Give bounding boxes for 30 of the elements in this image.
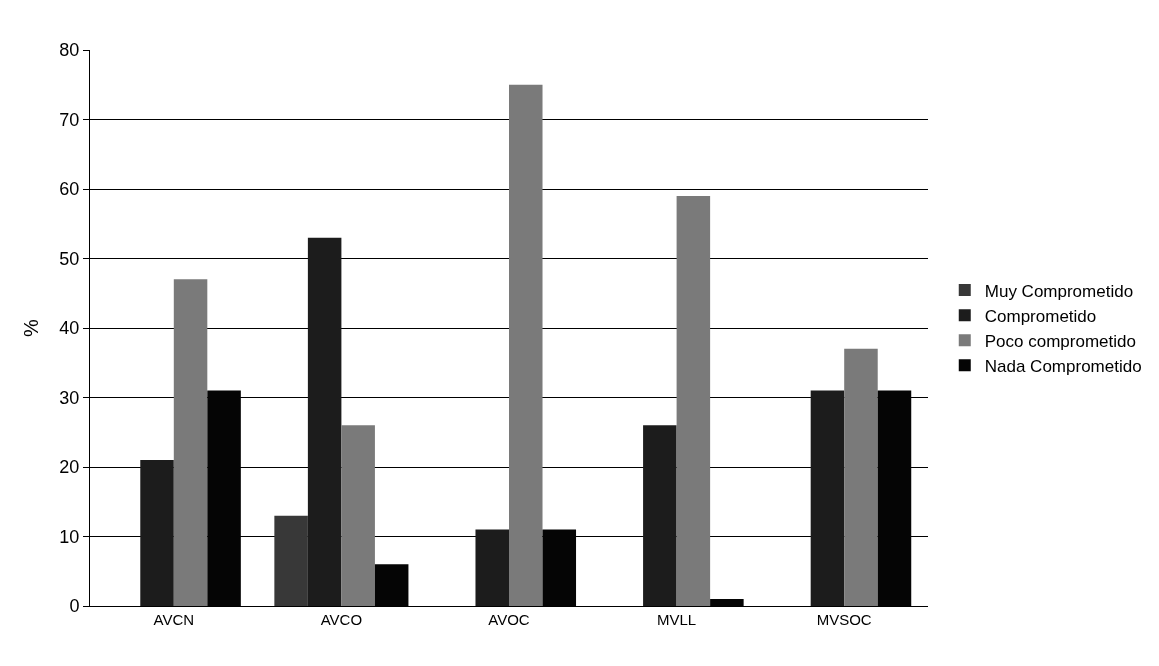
bar	[509, 84, 543, 606]
y-tick-label: 30	[59, 387, 80, 408]
bar	[844, 348, 878, 606]
legend-label: Poco comprometido	[984, 331, 1136, 351]
bar	[341, 425, 375, 606]
y-tick-label: 80	[59, 40, 80, 61]
y-tick-label: 10	[59, 526, 80, 547]
y-tick-label: 50	[59, 248, 80, 269]
bar	[274, 515, 308, 606]
x-tick-label: MVSOC	[816, 611, 872, 628]
bar	[173, 279, 208, 606]
legend-label: Muy Comprometido	[984, 281, 1134, 301]
y-tick-label: 0	[69, 596, 80, 617]
bar	[676, 195, 711, 606]
y-tick-label: 70	[59, 109, 80, 130]
x-tick-label: AVCO	[320, 611, 363, 628]
y-tick-label: 20	[59, 457, 80, 478]
bar	[475, 529, 509, 606]
x-tick-label: AVOC	[488, 611, 530, 628]
x-tick-label: AVCN	[153, 611, 195, 628]
y-tick-label: 40	[59, 318, 80, 339]
y-tick-label: 60	[59, 179, 80, 200]
bar	[140, 460, 174, 606]
bar	[643, 425, 677, 606]
bar	[810, 390, 845, 606]
y-axis-title: %	[19, 318, 42, 337]
legend-label: Comprometido	[984, 306, 1097, 326]
bar	[307, 237, 342, 606]
legend-label: Nada Comprometido	[984, 356, 1142, 376]
x-tick-label: MVLL	[657, 611, 697, 628]
